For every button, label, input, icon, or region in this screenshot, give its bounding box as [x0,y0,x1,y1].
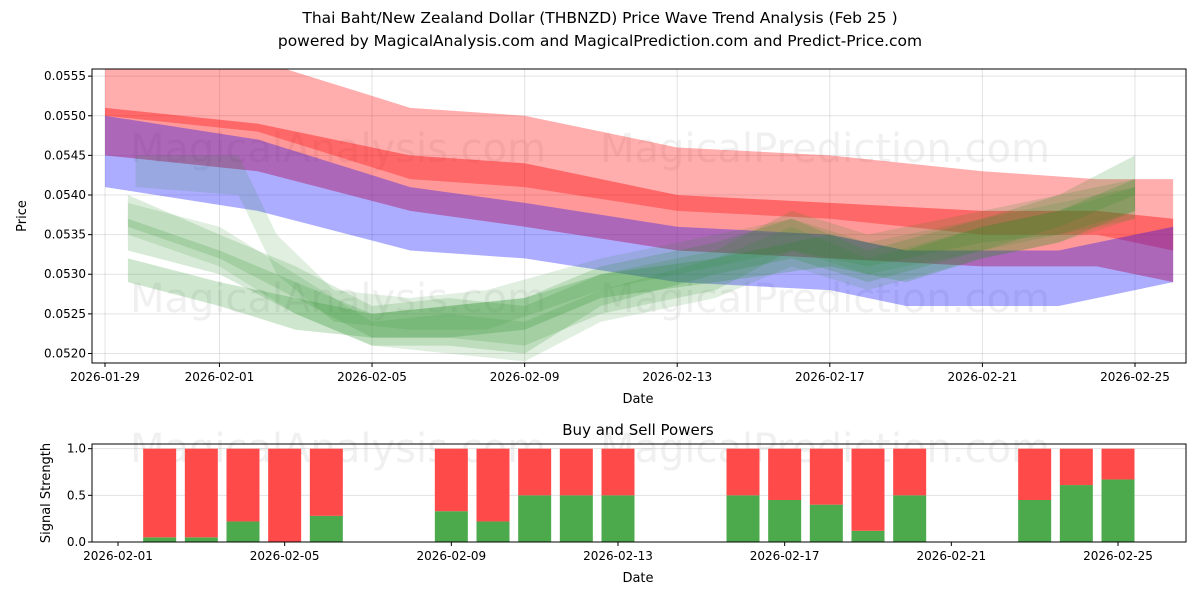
buy-bar [559,495,593,542]
sell-bar [434,448,468,512]
plot-frame [91,68,1187,364]
watermark: MagicalAnalysis.com [130,126,546,172]
x-tick-label: 2026-01-29 [70,370,140,384]
x-tick-label: 2026-02-17 [750,549,820,563]
watermark: MagicalPrediction.com [600,126,1050,172]
x-tick-label: 2026-02-25 [1083,549,1153,563]
sell-bar [601,448,635,496]
x-tick-label: 2026-02-21 [948,370,1018,384]
y-tick-label: 0.0535 [44,228,86,242]
buy-bar [1059,485,1093,542]
x-tick-label: 2026-02-13 [583,549,653,563]
y-tick-label: 0.0550 [44,109,86,123]
x-tick-label: 2026-02-01 [185,370,255,384]
sell-bar [518,448,552,496]
x-tick-label: 2026-02-21 [916,549,986,563]
sell-bar [809,448,843,505]
bar-chart-title: Buy and Sell Powers [562,421,714,439]
x-axis-label: Date [622,392,653,407]
sell-bar [1018,448,1052,500]
sell-bar [309,448,343,516]
y-axis-label: Signal Strength [39,443,54,543]
sell-bar [476,448,510,522]
chart-title: Thai Baht/New Zealand Dollar (THBNZD) Pr… [302,9,898,27]
y-tick-label: 0.0 [67,535,86,549]
watermark: MagicalPrediction.com [600,276,1050,322]
x-tick-label: 2026-02-17 [795,370,865,384]
buy-bar [601,495,635,542]
x-tick-label: 2026-02-09 [416,549,486,563]
y-tick-label: 0.0520 [44,346,86,360]
buy-bar [476,521,510,542]
y-tick-label: 0.0555 [44,69,86,83]
sell-bar [268,448,302,542]
buy-bar [1101,479,1135,542]
y-tick-label: 0.5 [67,488,86,502]
trend-band-2 [105,115,1174,306]
buy-bar [518,495,552,542]
buy-bar [809,504,843,542]
buy-bar [434,511,468,542]
trend-band-1 [105,107,1174,283]
sell-bar [1059,448,1093,486]
buy-bar [893,495,927,542]
buy-bar [1018,500,1052,542]
buy-bar [226,521,260,542]
trend-band-0 [105,69,1174,251]
trend-band-3 [127,179,1135,338]
x-tick-label: 2026-02-05 [337,370,407,384]
plot-frame [91,443,1187,543]
y-tick-label: 0.0545 [44,148,86,162]
chart-subtitle: powered by MagicalAnalysis.com and Magic… [277,32,923,50]
x-tick-label: 2026-02-05 [250,549,320,563]
x-tick-label: 2026-02-09 [490,370,560,384]
buy-bar [851,530,885,542]
sell-bar [851,448,885,531]
y-tick-label: 1.0 [67,442,86,456]
x-axis-label: Date [622,571,653,586]
x-tick-label: 2026-02-13 [642,370,712,384]
sell-bar [559,448,593,496]
watermark: MagicalAnalysis.com [130,276,546,322]
buy-bar [143,537,177,542]
y-tick-label: 0.0540 [44,188,86,202]
y-axis-label: Price [15,200,30,232]
buy-bar [309,515,343,542]
sell-bar [184,448,218,538]
sell-bar [726,448,760,496]
sell-bar [893,448,927,496]
trend-band-7 [135,155,1135,330]
x-tick-label: 2026-02-25 [1100,370,1170,384]
buy-bar [768,500,802,542]
sell-bar [768,448,802,500]
y-tick-label: 0.0530 [44,267,86,281]
trend-band-4 [127,155,1135,354]
x-tick-label: 2026-02-01 [83,549,153,563]
buy-bar [184,537,218,542]
sell-bar [143,448,177,538]
sell-bar [226,448,260,522]
y-tick-label: 0.0525 [44,307,86,321]
buy-bar [726,495,760,542]
sell-bar [1101,448,1135,480]
